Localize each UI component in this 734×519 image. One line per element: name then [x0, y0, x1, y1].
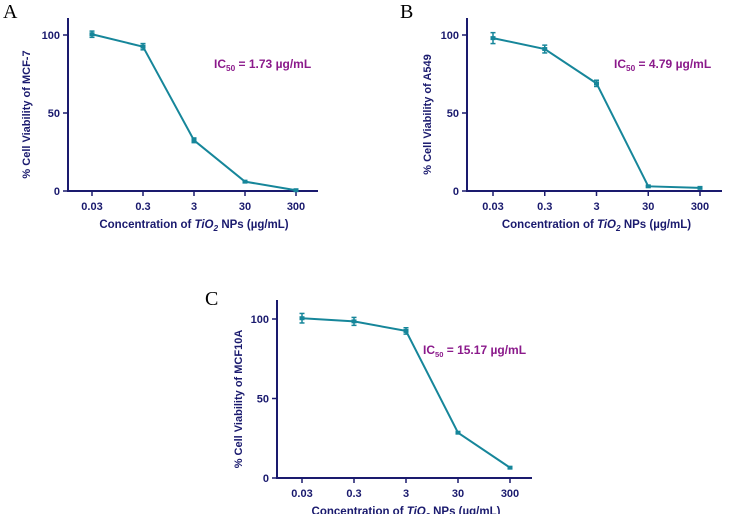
- panel-letter: C: [205, 288, 218, 310]
- data-point: [645, 184, 651, 189]
- ic50-value: = 4.79 µg/mL: [635, 57, 711, 71]
- y-tick-label: 50: [257, 394, 269, 406]
- ic50-value: = 15.17 µg/mL: [443, 343, 526, 357]
- x-tick-label: 3: [191, 201, 197, 213]
- x-axis-label: Concentration of TiO2 NPs (µg/mL): [502, 219, 691, 233]
- x-axis-label-italic: TiO: [407, 506, 426, 514]
- x-axis-label-italic: TiO: [195, 219, 214, 231]
- x-tick-label: 3: [403, 488, 409, 500]
- ic50-annotation: IC50 = 1.73 µg/mL: [214, 57, 311, 73]
- data-point: [455, 430, 461, 435]
- x-axis-label-unit: NPs (µg/mL): [218, 219, 289, 231]
- ic50-label: IC: [214, 57, 226, 71]
- y-axis-label: % Cell Viability of MCF-7: [21, 50, 33, 178]
- data-point: [403, 328, 409, 333]
- ic50-subscript: 50: [435, 350, 443, 359]
- data-point: [507, 465, 513, 470]
- x-tick-label: 300: [287, 201, 305, 213]
- data-point: [242, 179, 248, 184]
- y-tick-label: 0: [453, 186, 459, 198]
- y-tick-label: 50: [48, 108, 60, 120]
- data-point: [140, 44, 146, 49]
- x-tick-label: 0.3: [135, 201, 150, 213]
- x-axis-label-italic: TiO: [597, 219, 616, 231]
- ic50-value: = 1.73 µg/mL: [235, 57, 311, 71]
- data-point: [89, 32, 95, 37]
- axis-lines: [276, 300, 532, 479]
- data-point: [299, 316, 305, 321]
- x-tick-label: 0.03: [81, 201, 102, 213]
- series-line: [301, 317, 511, 469]
- x-axis-label-unit: NPs (µg/mL): [430, 506, 501, 514]
- x-axis-label-text: Concentration of: [99, 219, 194, 231]
- ic50-subscript: 50: [226, 64, 236, 73]
- data-point: [594, 81, 599, 86]
- axis-lines: [67, 18, 318, 192]
- y-tick-label: 100: [441, 30, 459, 42]
- axis-lines: [466, 18, 722, 192]
- x-axis-label: Concentration of TiO2 NPs (µg/mL): [99, 219, 288, 233]
- data-point: [490, 36, 496, 41]
- x-tick-label: 30: [239, 201, 251, 213]
- x-axis-label-subscript: 2: [615, 224, 621, 233]
- y-tick-label: 100: [251, 314, 269, 326]
- panel-letter: B: [400, 1, 413, 23]
- x-tick-label: 3: [593, 201, 599, 213]
- x-tick-label: 30: [642, 201, 654, 213]
- panel-letter: A: [3, 1, 18, 23]
- ic50-label: IC: [614, 57, 626, 71]
- x-tick-label: 0.3: [346, 488, 361, 500]
- x-axis-label-text: Concentration of: [502, 219, 597, 231]
- x-axis-label: Concentration of TiO2 NPs (µg/mL): [312, 506, 501, 514]
- x-tick-label: 0.03: [482, 201, 503, 213]
- data-point: [697, 185, 703, 190]
- data-point: [351, 319, 357, 324]
- data-point: [542, 47, 548, 52]
- data-point: [293, 188, 299, 193]
- x-tick-label: 300: [691, 201, 709, 213]
- y-axis-label: % Cell Viability of A549: [422, 54, 434, 174]
- y-tick-label: 0: [54, 186, 60, 198]
- ic50-subscript: 50: [626, 64, 636, 73]
- ic50-label: IC: [423, 343, 435, 357]
- x-tick-label: 0.3: [537, 201, 552, 213]
- x-axis-label-text: Concentration of: [312, 506, 407, 514]
- x-tick-label: 0.03: [291, 488, 312, 500]
- y-tick-label: 0: [263, 473, 269, 485]
- x-tick-label: 300: [501, 488, 519, 500]
- x-axis-label-subscript: 2: [213, 224, 219, 233]
- ic50-annotation: IC50 = 15.17 µg/mL: [423, 343, 526, 359]
- x-tick-label: 30: [452, 488, 464, 500]
- y-axis-label: % Cell Viability of MCF10A: [233, 330, 245, 469]
- y-tick-label: 100: [42, 30, 60, 42]
- data-point: [191, 138, 197, 143]
- ic50-annotation: IC50 = 4.79 µg/mL: [614, 57, 711, 73]
- chart-panel-a: A 0 50 100 0.03 0.3 3 30 300 Concentration of TiO…: [3, 1, 318, 233]
- y-tick-label: 50: [447, 108, 459, 120]
- x-axis-label-unit: NPs (µg/mL): [621, 219, 692, 231]
